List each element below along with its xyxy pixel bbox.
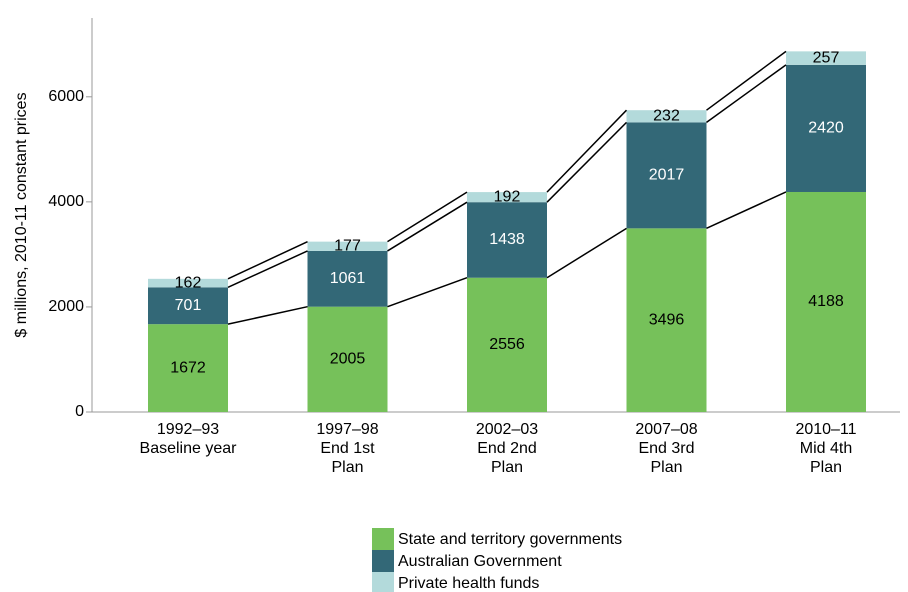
bar-segment xyxy=(467,277,547,412)
bar-segment xyxy=(626,110,707,123)
bar-segment xyxy=(786,64,866,192)
bar-segment xyxy=(307,306,388,412)
x-tick-label: Plan xyxy=(810,459,842,476)
bar-segment xyxy=(307,241,388,251)
value-label: 1672 xyxy=(170,359,206,376)
x-tick-label: Plan xyxy=(650,459,682,476)
connector-line xyxy=(227,240,308,280)
x-tick-label: End 1st xyxy=(320,440,375,457)
value-label: 701 xyxy=(175,297,202,314)
bar-segment xyxy=(148,278,228,288)
x-tick-label: 1997–98 xyxy=(316,421,378,438)
connector-line xyxy=(387,191,468,243)
connector-line xyxy=(706,50,787,111)
y-tick-label: 2000 xyxy=(48,298,84,315)
bar-segment xyxy=(786,51,866,65)
x-tick-label: Plan xyxy=(331,459,363,476)
connector-line xyxy=(387,201,468,252)
x-tick-label: End 3rd xyxy=(638,440,694,457)
value-label: 2005 xyxy=(330,351,366,368)
x-tick-label: 2010–11 xyxy=(795,421,856,438)
y-axis-label: $ millions, 2010-11 constant prices xyxy=(13,92,30,337)
x-tick-label: End 2nd xyxy=(477,440,537,457)
y-tick-label: 4000 xyxy=(48,193,84,210)
value-label: 177 xyxy=(334,238,361,255)
y-tick-label: 6000 xyxy=(48,88,84,105)
value-label: 2420 xyxy=(808,120,844,137)
x-tick-label: Plan xyxy=(491,459,523,476)
value-label: 1061 xyxy=(330,270,366,287)
value-label: 257 xyxy=(813,49,840,66)
connector-line xyxy=(546,227,627,279)
value-label: 3496 xyxy=(649,311,685,328)
legend-swatch xyxy=(372,550,394,572)
bar-segment xyxy=(786,191,866,412)
legend-label: Australian Government xyxy=(398,553,562,570)
legend-swatch xyxy=(372,528,394,550)
bar-segment xyxy=(467,192,547,203)
bar-segment xyxy=(148,287,228,325)
legend-label: Private health funds xyxy=(398,575,539,592)
value-label: 192 xyxy=(494,188,521,205)
connector-line xyxy=(706,191,787,230)
bar-segment xyxy=(148,324,228,412)
bar-segment xyxy=(626,122,707,229)
connector-line xyxy=(546,121,628,203)
x-tick-label: 2007–08 xyxy=(635,421,697,438)
value-label: 162 xyxy=(175,274,202,291)
connector-line xyxy=(546,109,628,193)
y-tick-label: 0 xyxy=(75,403,84,420)
x-tick-label: Baseline year xyxy=(140,440,238,457)
bar-segment xyxy=(307,250,388,307)
x-tick-label: Mid 4th xyxy=(800,440,852,457)
value-label: 232 xyxy=(653,108,680,125)
bar-segment xyxy=(626,228,707,412)
legend-label: State and territory governments xyxy=(398,531,622,548)
connector-line xyxy=(227,305,308,325)
value-label: 2556 xyxy=(489,336,525,353)
x-tick-label: 1992–93 xyxy=(157,421,219,438)
value-label: 4188 xyxy=(808,293,844,310)
value-label: 1438 xyxy=(489,231,525,248)
legend-swatch xyxy=(372,572,394,592)
connector-line xyxy=(706,64,787,123)
connector-line xyxy=(387,277,468,308)
bar-segment xyxy=(467,202,547,278)
connector-line xyxy=(227,250,308,289)
x-tick-label: 2002–03 xyxy=(476,421,538,438)
value-label: 2017 xyxy=(649,167,685,184)
